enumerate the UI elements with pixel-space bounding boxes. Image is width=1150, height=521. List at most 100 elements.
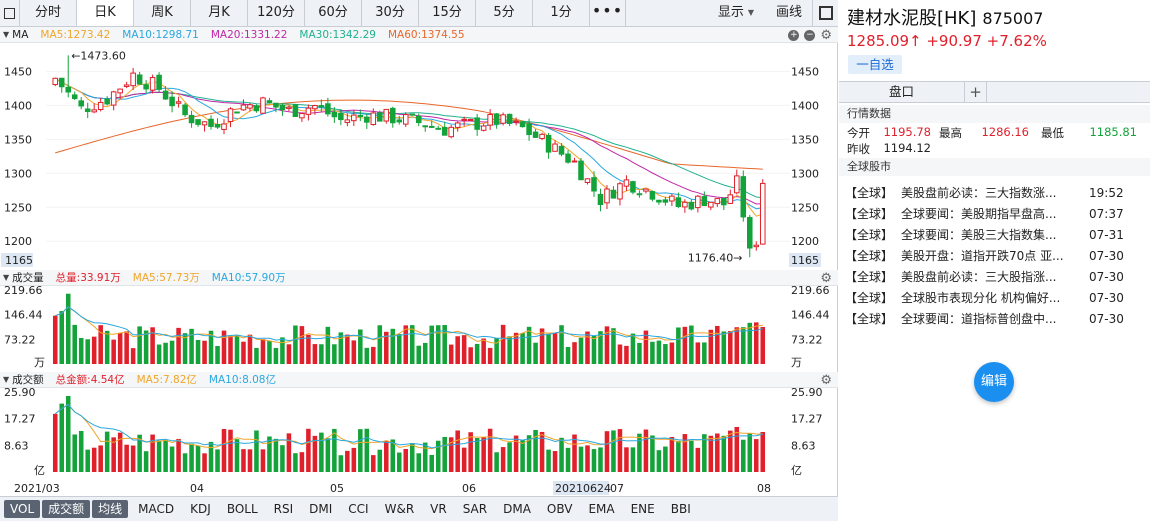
ind-tab-obv[interactable]: OBV (546, 502, 573, 516)
candle (91, 109, 97, 113)
ind-tab-vol[interactable]: VOL (4, 500, 41, 518)
amount-bar (234, 439, 240, 472)
news-item[interactable]: 【全球】 美股开盘：道指开跌70点 亚... 07-30 (845, 249, 1124, 263)
y-tick-label-right: 1350 (791, 133, 819, 146)
display-dropdown[interactable]: 显示 ▼ (706, 0, 766, 26)
ind-tab-cci[interactable]: CCI (348, 502, 369, 516)
tab-1min[interactable]: 1分 (533, 0, 590, 26)
tab-weekly-k[interactable]: 周K (134, 0, 191, 26)
amount-bar (728, 430, 733, 472)
tab-60min[interactable]: 60分 (305, 0, 362, 26)
tab-order-book[interactable]: 盘口 (839, 82, 965, 102)
amount-bar (676, 440, 681, 472)
volume-y-tick-right: 73.22 (791, 333, 823, 346)
ind-tab-ema[interactable]: EMA (588, 502, 615, 516)
news-item[interactable]: 【全球】 全球股市表现分化 机构偏好... 07-30 (845, 291, 1124, 305)
ind-tab-bbi[interactable]: BBI (670, 502, 691, 516)
tab-30min[interactable]: 30分 (362, 0, 419, 26)
news-item[interactable]: 【全球】 全球要闻：道指标普创盘中... 07-30 (845, 312, 1124, 326)
volume-bar (695, 342, 701, 364)
volume-bar (299, 326, 305, 364)
stock-code: 875007 (982, 9, 1044, 28)
edit-button[interactable]: 编辑 (974, 362, 1014, 402)
candle (565, 153, 571, 163)
collapse-triangle-icon[interactable]: ▼ (3, 375, 10, 384)
candlestick-chart[interactable]: 1450 1450 1400 1400 1350 1350 1300 1300 1250 1250… (0, 43, 838, 270)
tab-daily-k[interactable]: 日K (77, 0, 134, 26)
stock-title: 建材水泥股[HK] 875007 (847, 4, 1043, 30)
display-label: 显示 (717, 5, 744, 20)
ind-tab-ma[interactable]: 均线 (92, 500, 129, 518)
amount-bar (208, 441, 214, 472)
add-watchlist-button[interactable]: 一自选 (848, 55, 902, 74)
amount-bar (176, 438, 181, 472)
amount-chart[interactable]: 25.90 25.90 17.27 17.27 8.63 8.63 亿 亿 2021/03 04 0… (0, 388, 838, 496)
candle (318, 105, 325, 108)
ind-tab-boll[interactable]: BOLL (226, 502, 258, 516)
gear-icon[interactable]: ⚙ (820, 372, 832, 388)
amount-bar (500, 447, 506, 472)
news-item[interactable]: 【全球】 美股盘前必读：三大股指涨... 07-30 (845, 270, 1124, 284)
tab-120min[interactable]: 120分 (248, 0, 305, 26)
volume-bar (85, 339, 90, 364)
ind-tab-dma[interactable]: DMA (503, 502, 531, 516)
main-pane-header: ▼ MA MA5:1273.42 MA10:1298.71 MA20:1331.… (0, 27, 838, 43)
amount-bar (565, 447, 571, 472)
candle (234, 111, 240, 114)
tab-intraday[interactable]: 分时 (20, 0, 77, 26)
tab-15min[interactable]: 15分 (419, 0, 476, 26)
draw-line-button[interactable]: 画线 (775, 5, 802, 20)
volume-bar (565, 346, 571, 364)
open-label: 今开 (847, 126, 870, 140)
ind-tab-kdj[interactable]: KDJ (190, 502, 211, 516)
ind-tab-vr[interactable]: VR (430, 502, 447, 516)
volume-ma5: MA5:57.73万 (132, 272, 200, 284)
candle (370, 112, 377, 126)
amount-bar (552, 451, 558, 472)
zoom-in-icon[interactable]: + (788, 29, 800, 41)
volume-bar (663, 344, 668, 364)
collapse-triangle-icon[interactable]: ▼ (3, 273, 10, 282)
gear-icon[interactable]: ⚙ (820, 270, 832, 286)
candle (643, 188, 649, 192)
volume-chart[interactable]: 219.66 219.66 146.44 146.44 73.22 73.22 万 万 (0, 286, 838, 372)
amount-bar (254, 430, 259, 472)
news-item[interactable]: 【全球】 美股盘前必读：三大指数涨... 19:52 (845, 186, 1124, 200)
amount-bar (591, 449, 597, 472)
ind-tab-macd[interactable]: MACD (138, 502, 175, 516)
news-item[interactable]: 【全球】 全球要闻：美股期指早盘高... 07:37 (845, 207, 1124, 221)
tab-5min[interactable]: 5分 (476, 0, 533, 26)
high-label: 最高 (939, 126, 962, 140)
candle (390, 107, 396, 124)
ind-tab-amount[interactable]: 成交额 (42, 500, 91, 518)
sidebar-toggle-button[interactable] (0, 0, 20, 26)
add-tab-button[interactable]: + (965, 82, 987, 102)
amount-bar (487, 428, 493, 472)
ind-tab-dmi[interactable]: DMI (309, 502, 333, 516)
amount-bar (104, 431, 110, 472)
volume-bar (715, 325, 720, 364)
tab-monthly-k[interactable]: 月K (191, 0, 248, 26)
candle (253, 105, 260, 112)
amount-bar (578, 446, 584, 472)
volume-bar (585, 331, 590, 364)
collapse-triangle-icon[interactable]: ▼ (3, 30, 10, 39)
candle (221, 123, 227, 130)
amount-y-tick-right: 17.27 (791, 413, 823, 426)
candle (305, 107, 312, 115)
more-periods-button[interactable]: ••• (590, 0, 626, 26)
ind-tab-sar[interactable]: SAR (462, 502, 488, 516)
ind-tab-rsi[interactable]: RSI (273, 502, 294, 516)
volume-bar (539, 328, 545, 364)
ma10-value: MA10:1298.71 (122, 28, 199, 41)
ind-tab-wr[interactable]: W&R (384, 502, 415, 516)
news-item[interactable]: 【全球】 全球要闻：美股三大指数集... 07-31 (845, 228, 1124, 242)
candle (591, 177, 597, 192)
toggle-right-panel-button[interactable] (812, 0, 838, 26)
gear-icon[interactable]: ⚙ (820, 27, 832, 43)
zoom-out-icon[interactable]: − (804, 29, 816, 41)
ind-tab-ene[interactable]: ENE (630, 502, 655, 516)
amount-bar (741, 439, 746, 472)
chart-area: ▼ MA MA5:1273.42 MA10:1298.71 MA20:1331.… (0, 27, 838, 496)
volume-bar (247, 334, 253, 364)
